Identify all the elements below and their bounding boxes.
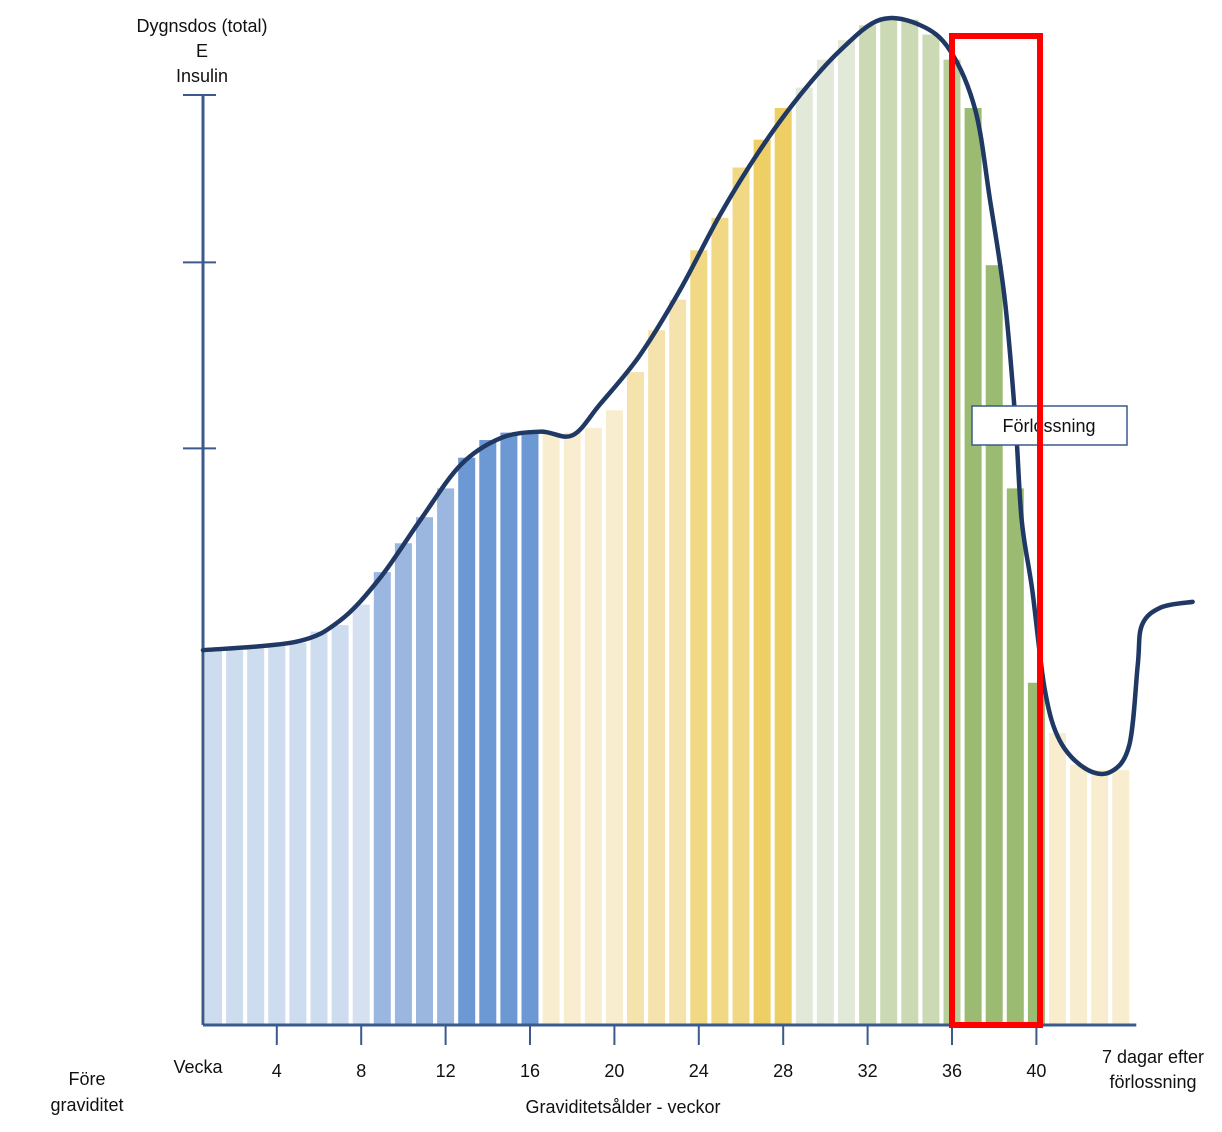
after-label: förlossning [1109, 1072, 1196, 1092]
bar [901, 19, 919, 1026]
bar [373, 572, 391, 1025]
bar [247, 648, 265, 1025]
bar [816, 59, 834, 1026]
bar [711, 217, 729, 1025]
bar [521, 432, 539, 1026]
annotation-label: Förlossning [1002, 416, 1095, 436]
x-tick-label: 24 [689, 1061, 709, 1081]
bar [774, 108, 792, 1025]
bar [542, 432, 560, 1026]
bar [1049, 732, 1066, 1025]
bar [584, 427, 602, 1025]
y-axis-label: E [196, 41, 208, 61]
trend-curve [200, 15, 1195, 777]
annotation-box [971, 405, 1128, 446]
bar [331, 625, 349, 1025]
bar [205, 650, 222, 1025]
x-tick-label: 36 [942, 1061, 962, 1081]
x-start-label: Vecka [173, 1057, 223, 1077]
bar [838, 40, 855, 1025]
bar [605, 410, 623, 1025]
bar [627, 372, 644, 1025]
bar [226, 650, 244, 1025]
bar [732, 167, 750, 1026]
bar [352, 604, 370, 1025]
x-tick-label: 8 [356, 1061, 366, 1081]
bar [795, 87, 813, 1025]
x-tick-label: 16 [520, 1061, 540, 1081]
bar [985, 265, 1003, 1025]
bar [1070, 764, 1088, 1025]
before-label: Före [68, 1069, 105, 1089]
bar [1112, 770, 1130, 1025]
bar [268, 645, 286, 1025]
bar [648, 330, 666, 1025]
bar [1006, 488, 1024, 1025]
bar [437, 488, 455, 1025]
bar [880, 19, 898, 1026]
bar [1091, 770, 1109, 1025]
bar [690, 250, 708, 1025]
bar [310, 631, 328, 1025]
bar [563, 432, 581, 1026]
x-tick-label: 12 [436, 1061, 456, 1081]
bar [753, 139, 771, 1025]
x-tick-label: 20 [604, 1061, 624, 1081]
y-axis-label: Insulin [176, 66, 228, 86]
before-label: graviditet [50, 1095, 123, 1115]
highlight-frame [949, 33, 1043, 1028]
bar [416, 517, 433, 1025]
bar [289, 642, 307, 1025]
after-label: 7 dagar efter [1102, 1047, 1204, 1067]
bar [458, 457, 476, 1025]
x-axis-label: Graviditetsålder - veckor [525, 1097, 720, 1117]
x-tick-label: 4 [272, 1061, 282, 1081]
x-tick-label: 40 [1026, 1061, 1046, 1081]
bar [669, 299, 687, 1026]
bar [964, 108, 982, 1025]
bar [394, 543, 412, 1025]
bar [479, 440, 497, 1025]
bar [859, 25, 877, 1025]
bar [922, 34, 940, 1026]
y-axis-label: Dygnsdos (total) [136, 16, 267, 36]
x-tick-label: 32 [858, 1061, 878, 1081]
x-tick-label: 28 [773, 1061, 793, 1081]
bar [500, 432, 518, 1026]
